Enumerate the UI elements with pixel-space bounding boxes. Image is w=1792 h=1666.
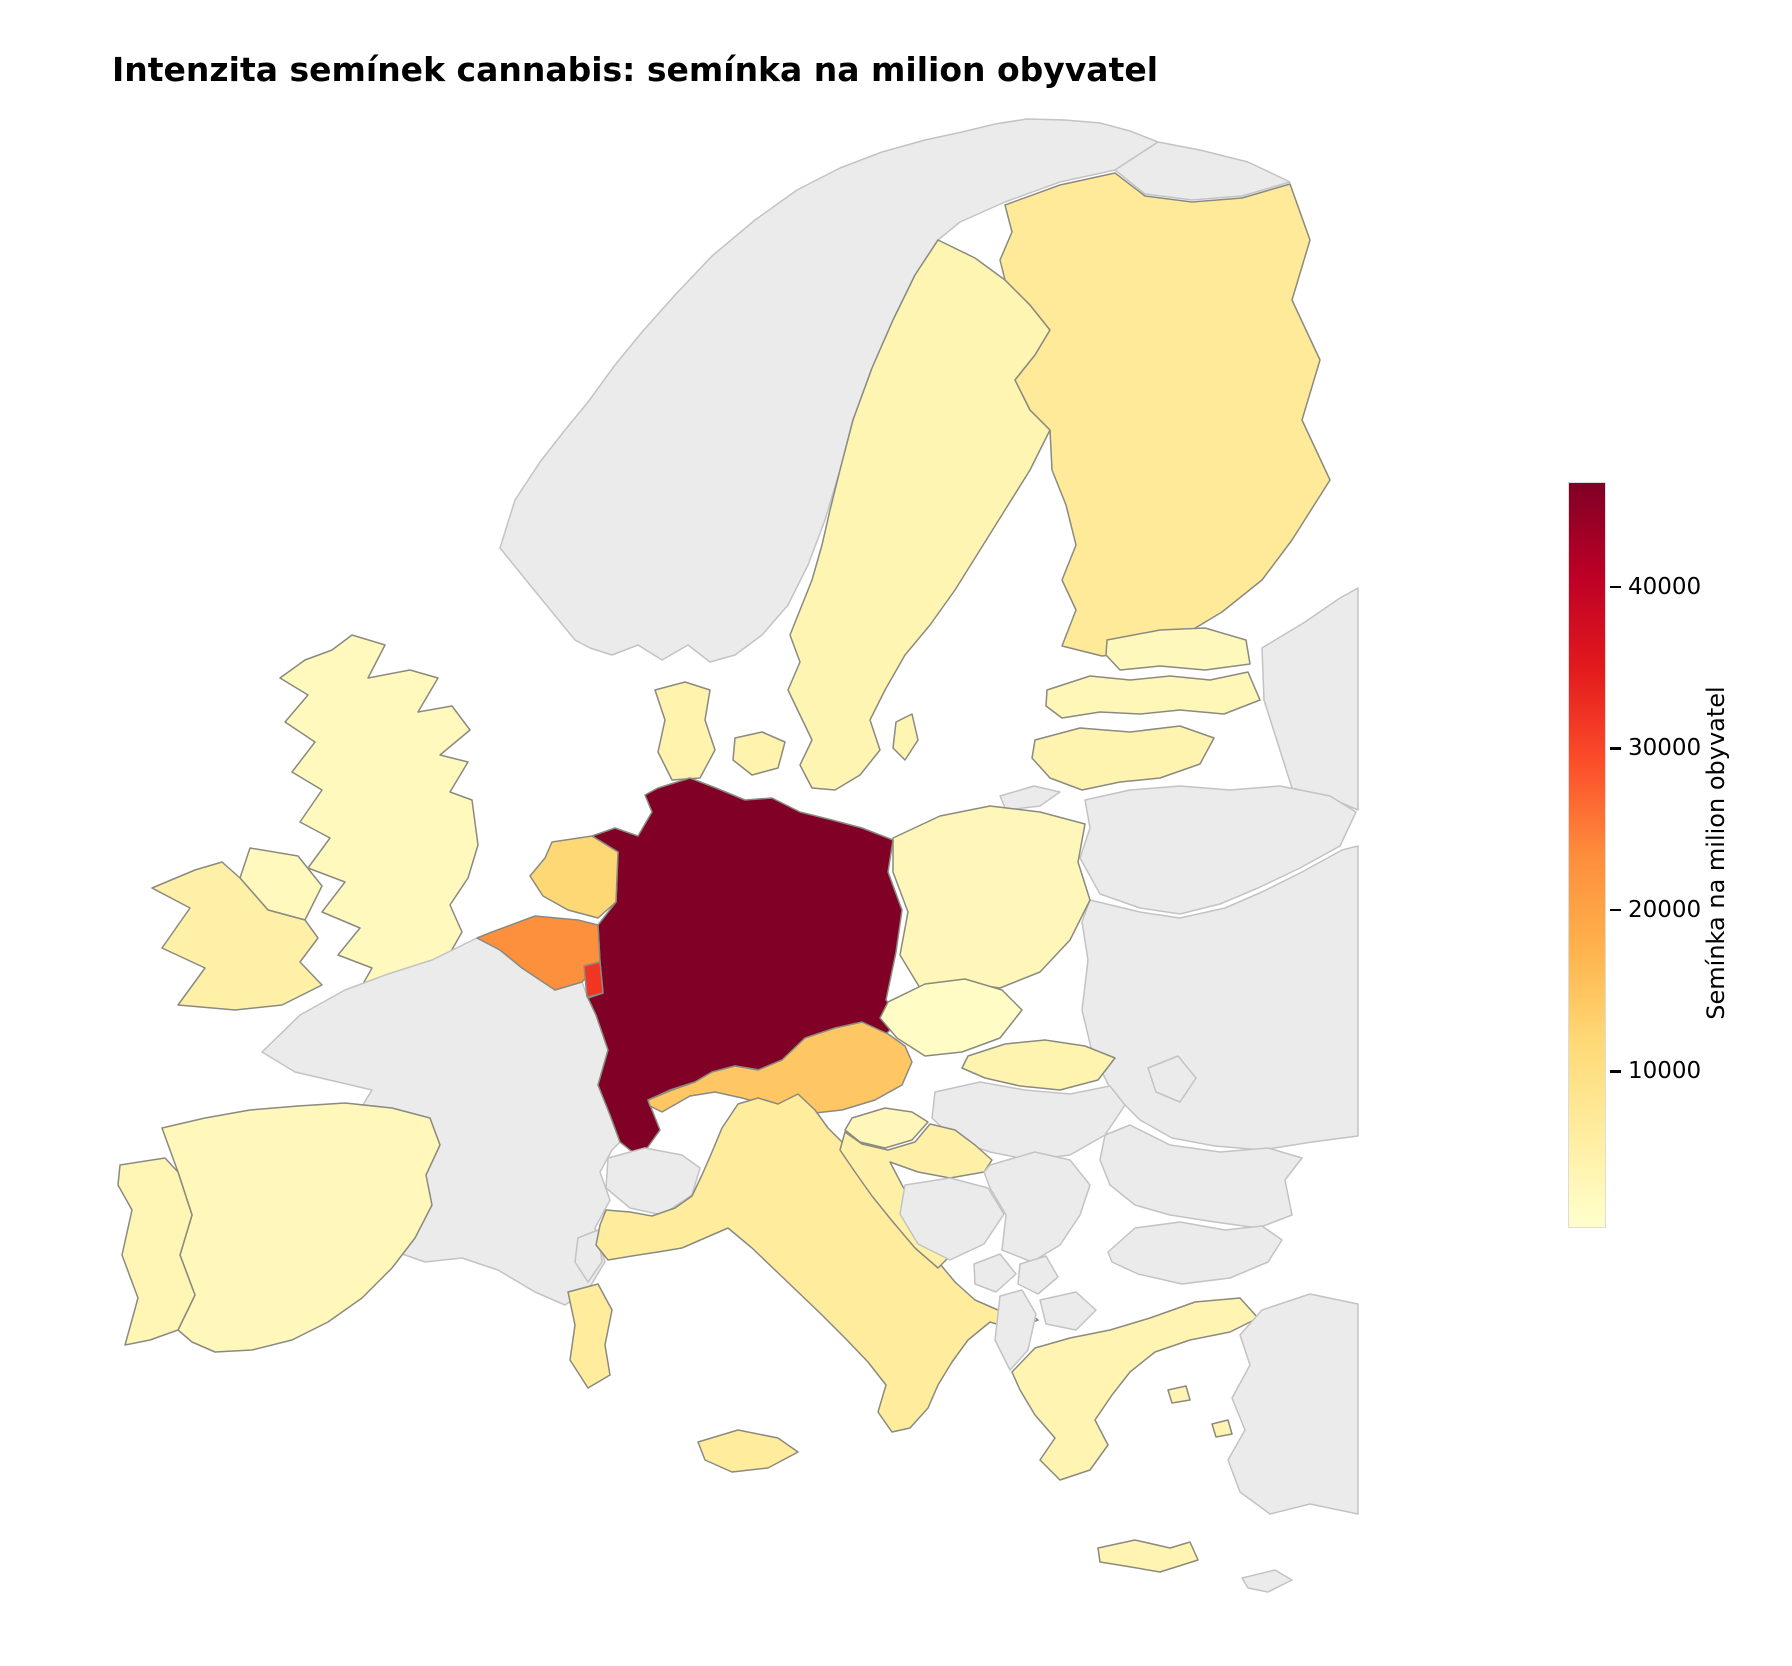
country-poland <box>892 805 1091 989</box>
country-north-macedonia <box>1039 1291 1097 1331</box>
island-sicily <box>697 1429 799 1473</box>
country-russia-kaliningrad <box>999 785 1061 811</box>
island-sardinia <box>567 1283 613 1389</box>
country-spain <box>161 1102 441 1353</box>
colorbar-tick-label: 40000 <box>1628 573 1702 600</box>
colorbar-tick-label: 10000 <box>1628 1058 1702 1085</box>
country-lithuania <box>1031 725 1215 791</box>
country-estonia <box>1105 627 1251 671</box>
country-netherlands <box>529 835 619 919</box>
country-turkey <box>1227 1293 1359 1515</box>
country-finland <box>999 172 1331 657</box>
country-austria <box>647 1021 913 1115</box>
country-greece <box>1011 1297 1259 1481</box>
country-ireland <box>151 861 323 1011</box>
island-crete <box>1097 1539 1199 1573</box>
country-romania <box>1099 1124 1303 1229</box>
country-moldova <box>1147 1055 1197 1103</box>
country-montenegro <box>973 1253 1017 1293</box>
country-slovakia <box>961 1039 1116 1091</box>
colorbar-tick-label: 20000 <box>1628 896 1702 923</box>
island-gotland <box>892 713 919 761</box>
country-cyprus <box>1241 1569 1293 1593</box>
island-zealand <box>732 731 786 776</box>
chart-title: Intenzita semínek cannabis: semínka na m… <box>112 50 1159 89</box>
country-serbia <box>983 1151 1091 1263</box>
country-belarus <box>1079 785 1357 915</box>
country-bulgaria <box>1107 1221 1283 1285</box>
island-aegean-2 <box>1211 1419 1233 1438</box>
colorbar-gradient <box>1568 482 1606 1228</box>
colorbar-tick-mark <box>1610 747 1621 750</box>
country-kosovo <box>1017 1255 1059 1295</box>
country-luxembourg <box>583 961 604 998</box>
colorbar-tick-mark <box>1610 908 1621 912</box>
country-latvia <box>1045 671 1261 719</box>
country-bosnia <box>899 1177 1005 1261</box>
country-croatia <box>839 1123 993 1269</box>
country-portugal <box>117 1157 196 1346</box>
country-russia-kola <box>1114 141 1291 201</box>
island-corsica <box>574 1229 603 1283</box>
colorbar-tick-mark <box>1610 1070 1621 1073</box>
colorbar-tick-mark <box>1610 585 1621 589</box>
country-albania <box>994 1289 1037 1371</box>
island-aegean-1 <box>1167 1385 1191 1404</box>
colorbar: 10000 20000 30000 40000 Semínka na milion o… <box>1568 482 1792 1228</box>
country-russia <box>1261 587 1359 811</box>
country-denmark <box>654 681 716 781</box>
colorbar-tick-label: 30000 <box>1628 735 1702 762</box>
colorbar-axis-label: Semínka na milion obyvatel <box>1702 686 1730 1020</box>
country-slovenia <box>844 1107 929 1149</box>
country-czechia <box>879 978 1023 1057</box>
